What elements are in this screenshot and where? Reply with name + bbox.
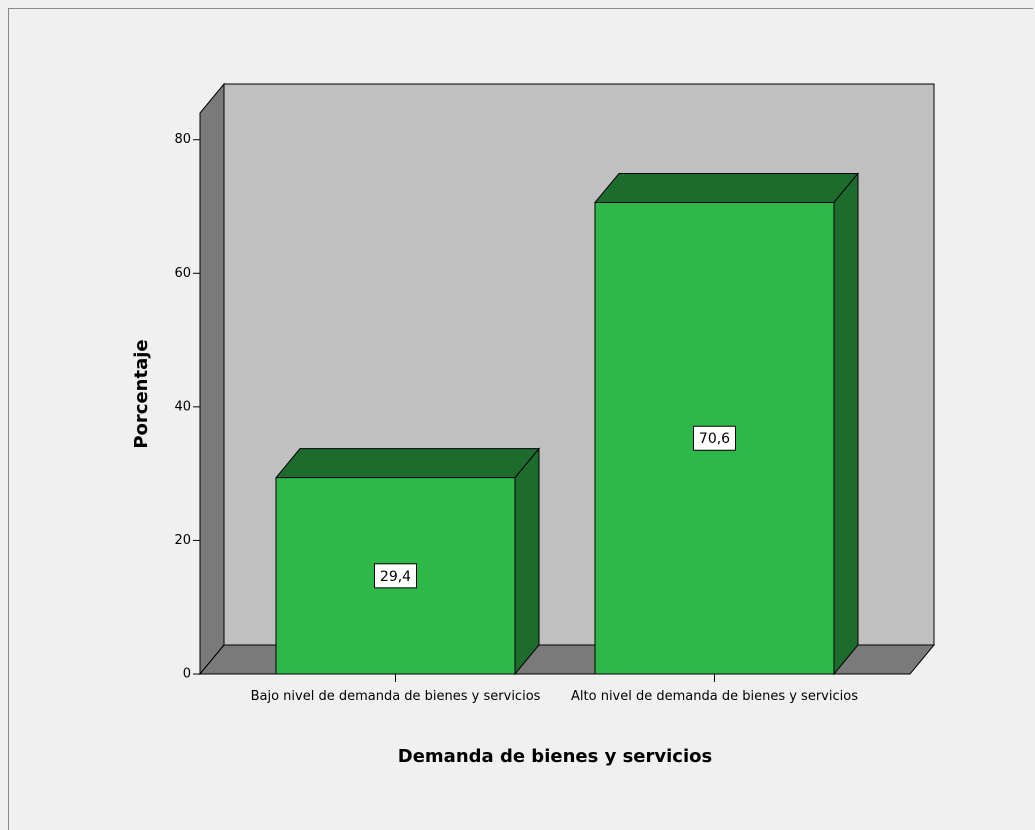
value-label-box bbox=[374, 563, 417, 589]
y-tick-label: 0 bbox=[183, 667, 191, 682]
y-tick-label: 40 bbox=[174, 399, 191, 414]
y-axis-title: Porcentaje bbox=[131, 339, 152, 448]
value-label: 29,4 bbox=[380, 569, 411, 585]
x-axis-title: Demanda de bienes y servicios bbox=[398, 746, 712, 767]
bar-side bbox=[514, 447, 540, 676]
bar-top bbox=[274, 448, 541, 479]
bar-side bbox=[833, 172, 859, 676]
y-tick-label: 20 bbox=[174, 533, 191, 548]
x-tick-label: Alto nivel de demanda de bienes y servic… bbox=[571, 689, 858, 704]
y-tick-label: 60 bbox=[174, 266, 191, 281]
x-tick-label: Bajo nivel de demanda de bienes y servic… bbox=[250, 689, 541, 704]
side-wall bbox=[199, 82, 225, 676]
bar-top bbox=[593, 172, 860, 203]
value-label: 70,6 bbox=[699, 431, 730, 447]
value-label-box bbox=[693, 425, 736, 451]
y-tick-label: 80 bbox=[174, 132, 191, 147]
